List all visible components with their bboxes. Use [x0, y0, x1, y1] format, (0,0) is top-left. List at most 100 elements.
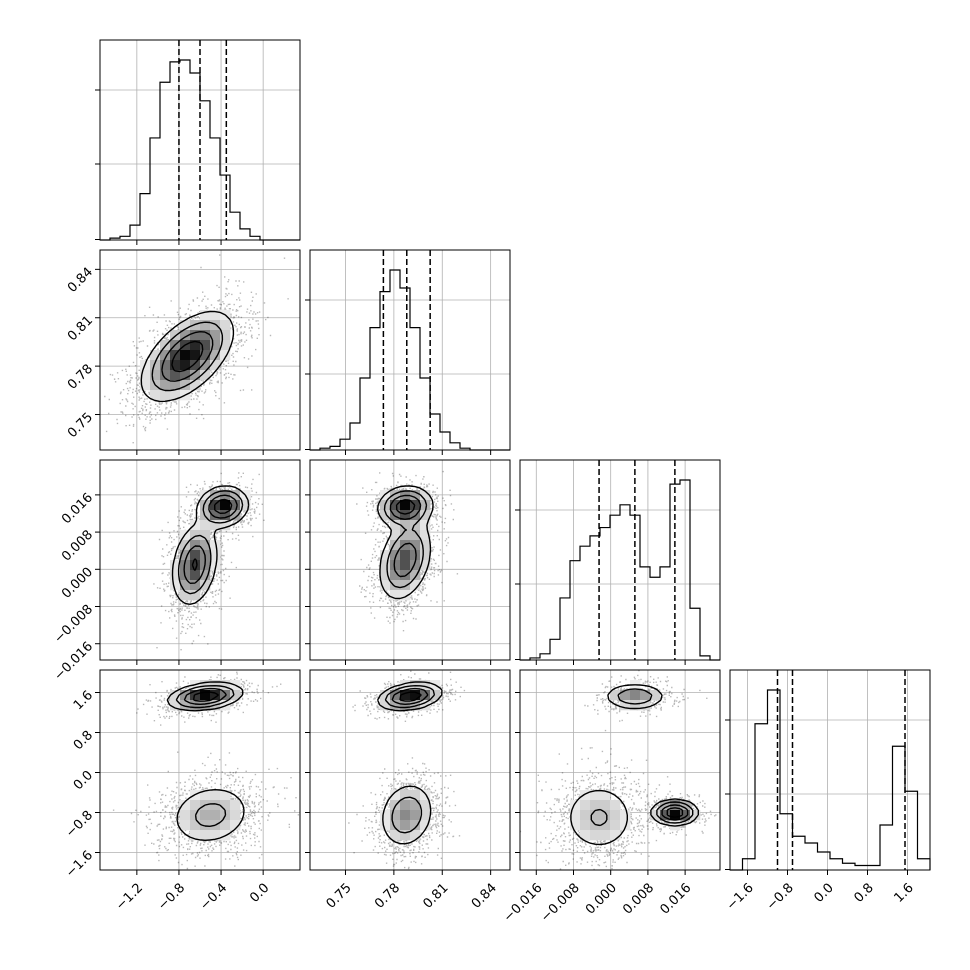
density-cell [400, 830, 411, 841]
x-tick-label: 0.008 [620, 881, 657, 918]
density-cell [220, 680, 231, 691]
density-cell [670, 810, 681, 821]
contour-level-1 [384, 685, 436, 834]
contour-level-0 [377, 485, 434, 600]
density-cell [200, 320, 211, 331]
density-cell [410, 810, 421, 821]
density-cell [200, 700, 211, 711]
panel-frame [309, 249, 511, 451]
density-cell [390, 590, 401, 601]
density-cell [200, 820, 211, 831]
density-cell [220, 510, 231, 521]
density-cell [210, 550, 221, 561]
density-cell [210, 330, 221, 341]
density-cell [220, 340, 231, 351]
density-cell [640, 700, 651, 711]
density-cell [180, 800, 191, 811]
density-cell [400, 810, 411, 821]
density-cell [410, 800, 421, 811]
density-cell [220, 700, 231, 711]
histogram-panel-2 [515, 459, 721, 665]
density-cell [670, 820, 681, 831]
density-cell [200, 570, 211, 581]
density-cell [220, 790, 231, 801]
scatter-panel-1-0 [95, 249, 301, 455]
density-cell [200, 830, 211, 841]
density-cell [380, 580, 391, 591]
panel-frame [99, 459, 301, 661]
density-cell [620, 690, 631, 701]
density-cell [220, 320, 231, 331]
density-cell [150, 370, 161, 381]
density-cell [420, 700, 431, 711]
panel-frame [519, 459, 721, 661]
density-cell [190, 830, 201, 841]
density-cell [140, 380, 151, 391]
density-cell [620, 820, 631, 831]
density-cell [570, 800, 581, 811]
contour-level-0 [376, 681, 443, 845]
density-cell [420, 550, 431, 561]
density-cell [570, 810, 581, 821]
contour-level-0 [166, 681, 245, 841]
panel-frame [729, 669, 931, 871]
density-cell [170, 690, 181, 701]
density-cell [380, 550, 391, 561]
contour-level-3 [666, 807, 684, 818]
density-cell [210, 350, 221, 361]
density-cell [190, 590, 201, 601]
x-tick-label: −0.008 [538, 881, 583, 926]
density-cell [240, 500, 251, 511]
density-cell [210, 360, 221, 371]
contour-level-1 [177, 490, 244, 595]
density-cell [190, 340, 201, 351]
density-cell [410, 530, 421, 541]
x-tick-label: −0.016 [501, 881, 546, 926]
density-cell [420, 490, 431, 501]
density-cell [410, 490, 421, 501]
x-tick-label: −0.4 [197, 881, 230, 914]
density-cell [190, 330, 201, 341]
density-cell [600, 810, 611, 821]
density-cell [400, 540, 411, 551]
density-cell [200, 580, 211, 591]
contour-level-3 [191, 498, 233, 572]
density-cell [400, 800, 411, 811]
density-cell [580, 820, 591, 831]
contour-level-2 [161, 331, 214, 382]
density-cell [390, 540, 401, 551]
histogram-step [310, 269, 510, 451]
density-cell [400, 520, 411, 531]
density-cell [210, 510, 221, 521]
density-cell [210, 690, 221, 701]
density-cell [590, 790, 601, 801]
histogram-panel-3 [725, 669, 931, 875]
density-cell [180, 590, 191, 601]
y-tick-label: 0.78 [65, 362, 96, 393]
scatter-panel-2-1 [305, 459, 511, 665]
contour-level-3 [395, 499, 416, 515]
density-cell [390, 820, 401, 831]
density-cell [190, 350, 201, 361]
x-tick-label: 0.75 [324, 881, 355, 912]
density-cell [400, 680, 411, 691]
density-cell [380, 510, 391, 521]
density-cell [170, 370, 181, 381]
density-cell [160, 380, 171, 391]
density-cell [400, 580, 411, 591]
y-tick-label: −0.016 [51, 639, 96, 684]
density-cell [160, 360, 171, 371]
density-cell [210, 540, 221, 551]
density-cell [620, 700, 631, 711]
density-cell [410, 700, 421, 711]
density-cell [410, 830, 421, 841]
density-cell [610, 820, 621, 831]
density-cell [190, 550, 201, 561]
density-cell [390, 570, 401, 581]
density-cell [150, 360, 161, 371]
density-cell [390, 810, 401, 821]
panel-content [100, 670, 300, 870]
density-cell [210, 810, 221, 821]
density-cell [180, 550, 191, 561]
contour-level-0 [140, 310, 235, 403]
